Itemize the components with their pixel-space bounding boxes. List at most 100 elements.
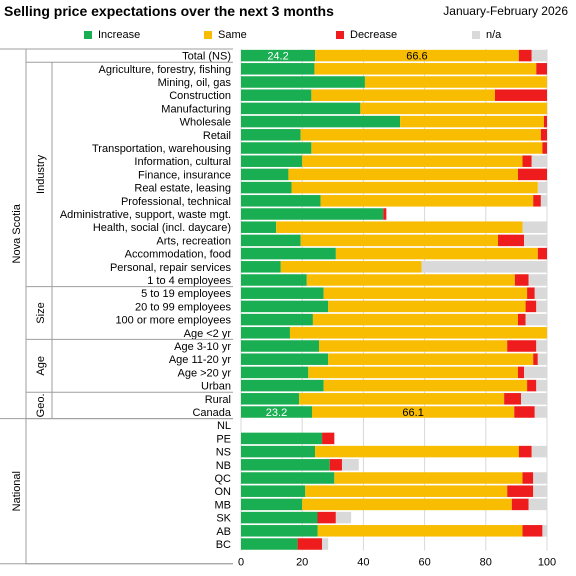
category-label-34: MB [215, 499, 232, 511]
bar-n-a-professional-technical-11 [540, 195, 547, 207]
bar-same-canada-27 [311, 406, 515, 418]
category-label-28: NL [217, 420, 231, 432]
bar-n-a-rural-26 [520, 393, 547, 405]
category-label-1: Agriculture, forestry, fishing [99, 64, 231, 76]
legend-swatch-decrease [336, 31, 344, 39]
bar-same-1-to-4-employees-17 [306, 274, 515, 286]
bar-increase-age-3-10-yr-22 [241, 340, 320, 352]
legend-item-na: n/a [472, 29, 501, 41]
bar-same-20-to-99-employees-19 [328, 300, 526, 313]
bar-increase-canada-27 [241, 406, 312, 418]
bar-increase-rural-26 [241, 393, 300, 405]
bar-n-a-on-33 [533, 485, 547, 497]
bar-increase-total-ns-0 [241, 49, 316, 62]
bar-decrease-ns-30 [518, 445, 532, 458]
bar-increase-ns-30 [241, 445, 316, 458]
bar-same-ab-36 [317, 525, 523, 537]
bar-decrease-5-to-19-employees-18 [527, 287, 535, 299]
legend-swatch-same [204, 31, 212, 39]
bar-same-mining-oil-gas-2 [364, 76, 547, 88]
legend-item-same: Same [204, 29, 247, 41]
bar-same-arts-recreation-14 [300, 234, 499, 247]
bar-same-qc-32 [334, 472, 523, 484]
category-label-20: 100 or more employees [115, 315, 231, 327]
bar-same-wholesale-5 [400, 115, 544, 128]
bar-n-a-total-ns-0 [531, 49, 547, 62]
bar-n-a-personal-repair-services-16 [421, 261, 547, 273]
legend-item-increase: Increase [84, 29, 140, 41]
category-label-31: NB [216, 460, 231, 472]
bar-increase-arts-recreation-14 [241, 234, 301, 247]
category-label-4: Manufacturing [161, 103, 231, 115]
bar-n-a-information-cultural-8 [531, 155, 547, 167]
bar-decrease-age-11-20-yr-23 [533, 353, 538, 365]
bar-n-a-urban-25 [536, 379, 547, 392]
bar-decrease-urban-25 [527, 379, 537, 392]
bar-n-a-20-to-99-employees-19 [536, 300, 547, 313]
bar-increase-ab-36 [241, 525, 318, 537]
bar-same-retail-6 [300, 129, 541, 141]
chart-title: Selling price expectations over the next… [4, 3, 334, 19]
data-label-total-ns-same: 66.6 [406, 51, 427, 63]
bar-n-a-sk-35 [335, 511, 352, 524]
bar-same-finance-insurance-9 [288, 168, 518, 181]
bar-increase-age-2-yr-21 [241, 327, 290, 339]
bar-n-a-health-social-incl-daycare-13 [522, 221, 547, 233]
bar-decrease-arts-recreation-14 [498, 234, 525, 247]
x-tick-label-0: 0 [238, 557, 244, 569]
category-label-13: Health, social (incl. daycare) [93, 222, 231, 234]
bar-same-urban-25 [323, 379, 528, 392]
bar-decrease-20-to-99-employees-19 [525, 300, 537, 313]
bar-same-agriculture-forestry-fishing-1 [314, 63, 537, 75]
category-label-29: PE [216, 433, 231, 445]
bar-increase-agriculture-forestry-fishing-1 [241, 63, 315, 75]
bar-same-ns-30 [315, 445, 519, 458]
data-label-canada-same: 66.1 [402, 407, 423, 419]
bar-same-on-33 [305, 485, 508, 497]
bar-decrease-construction-3 [494, 89, 547, 101]
bar-same-age-3-10-yr-22 [319, 340, 508, 352]
bar-same-total-ns-0 [315, 49, 519, 62]
category-label-12: Administrative, support, waste mgt. [60, 209, 231, 221]
bar-n-a-real-estate-leasing-10 [537, 181, 547, 194]
category-label-16: Personal, repair services [110, 262, 232, 274]
bar-decrease-mb-34 [511, 498, 529, 511]
bar-same-accommodation-food-15 [335, 247, 538, 260]
chart-subtitle: January-February 2026 [443, 4, 568, 18]
bar-decrease-100-or-more-employees-20 [517, 313, 526, 326]
bar-increase-nb-31 [241, 459, 330, 471]
legend: Increase Same Decrease n/a [0, 29, 576, 45]
bar-increase-wholesale-5 [241, 115, 401, 128]
bar-same-construction-3 [311, 89, 495, 101]
category-label-3: Construction [169, 90, 231, 102]
category-label-18: 5 to 19 employees [141, 288, 231, 300]
bar-n-a-1-to-4-employees-17 [528, 274, 547, 286]
bar-decrease-age-3-10-yr-22 [507, 340, 537, 352]
category-label-17: 1 to 4 employees [147, 275, 231, 287]
bar-increase-finance-insurance-9 [241, 168, 289, 181]
category-label-15: Accommodation, food [125, 249, 231, 261]
bar-decrease-agriculture-forestry-fishing-1 [536, 63, 547, 75]
bar-same-100-or-more-employees-20 [312, 313, 518, 326]
bar-increase-mb-34 [241, 498, 303, 511]
inner-group-label-size: Size [35, 302, 47, 323]
bar-decrease-wholesale-5 [543, 115, 547, 128]
bar-increase-on-33 [241, 485, 306, 497]
category-label-7: Transportation, warehousing [92, 143, 231, 155]
x-tick-label-100: 100 [538, 557, 556, 569]
bar-increase-bc-37 [241, 538, 298, 550]
data-label-canada-increase: 23.2 [266, 407, 287, 419]
inner-group-label-age: Age [35, 356, 47, 376]
bar-decrease-accommodation-food-15 [537, 247, 547, 260]
bar-increase-age-20-yr-24 [241, 366, 309, 379]
category-label-26: Rural [205, 394, 231, 406]
bar-decrease-retail-6 [540, 129, 547, 141]
bar-increase-accommodation-food-15 [241, 247, 336, 260]
category-label-21: Age <2 yr [184, 328, 232, 340]
data-label-total-ns-increase: 24.2 [267, 51, 288, 63]
bar-decrease-qc-32 [522, 472, 534, 484]
category-label-0: Total (NS) [182, 51, 231, 63]
x-tick-label-60: 60 [418, 557, 430, 569]
bar-decrease-age-20-yr-24 [517, 366, 525, 379]
bar-same-transportation-warehousing-7 [311, 142, 543, 154]
